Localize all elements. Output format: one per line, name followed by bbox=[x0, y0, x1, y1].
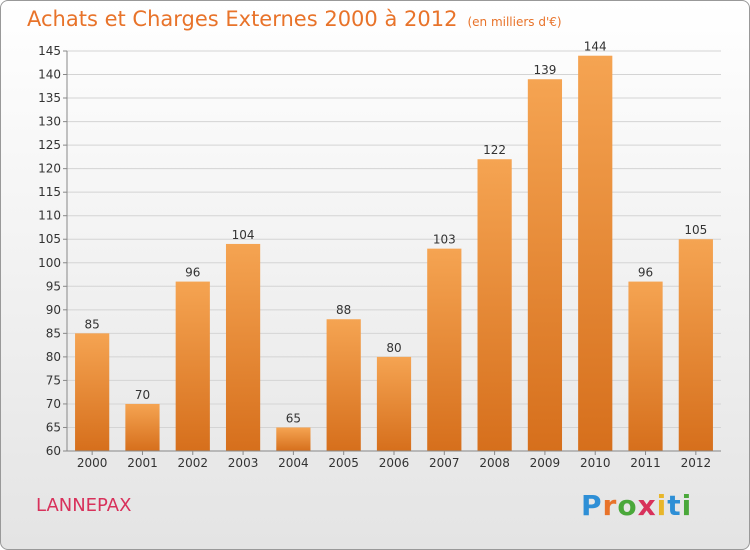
data-label: 139 bbox=[533, 63, 556, 77]
x-tick-label: 2012 bbox=[681, 456, 712, 470]
logo-letter: i bbox=[681, 489, 693, 522]
data-label: 122 bbox=[483, 143, 506, 157]
bar bbox=[678, 239, 713, 451]
logo-letter: t bbox=[667, 489, 682, 522]
y-tick-label: 105 bbox=[38, 232, 61, 246]
proxiti-logo[interactable]: Proxiti bbox=[581, 489, 692, 522]
x-tick-label: 2010 bbox=[580, 456, 611, 470]
chart-title-text: Achats et Charges Externes 2000 à 2012 bbox=[27, 7, 458, 31]
y-tick-label: 110 bbox=[38, 209, 61, 223]
data-label: 96 bbox=[638, 266, 653, 280]
y-tick-label: 130 bbox=[38, 115, 61, 129]
logo-letter: P bbox=[581, 489, 603, 522]
x-tick-label: 2008 bbox=[479, 456, 510, 470]
bar bbox=[578, 55, 613, 452]
data-label: 80 bbox=[386, 341, 401, 355]
y-tick-label: 95 bbox=[46, 279, 61, 293]
x-tick-label: 2009 bbox=[530, 456, 561, 470]
logo-letter: o bbox=[617, 489, 638, 522]
x-tick-label: 2004 bbox=[278, 456, 309, 470]
data-label: 96 bbox=[185, 266, 200, 280]
data-label: 104 bbox=[232, 228, 255, 242]
data-label: 144 bbox=[584, 40, 607, 54]
bar bbox=[326, 319, 361, 451]
x-tick-label: 2007 bbox=[429, 456, 460, 470]
y-tick-label: 70 bbox=[46, 397, 61, 411]
y-tick-label: 100 bbox=[38, 256, 61, 270]
logo-letter: i bbox=[656, 489, 668, 522]
bar bbox=[75, 333, 110, 451]
commune-name: LANNEPAX bbox=[36, 495, 132, 516]
x-tick-label: 2011 bbox=[630, 456, 661, 470]
bars: 85 70 96 104 65 88 80 103 122 139 144 96 105 bbox=[75, 40, 713, 452]
y-tick-label: 65 bbox=[46, 420, 61, 434]
bar bbox=[276, 427, 311, 451]
x-tick-label: 2006 bbox=[379, 456, 410, 470]
y-tick-label: 85 bbox=[46, 326, 61, 340]
chart-title: Achats et Charges Externes 2000 à 2012 (e… bbox=[27, 7, 562, 31]
data-label: 103 bbox=[433, 233, 456, 247]
bar bbox=[175, 281, 210, 451]
x-tick-label: 2001 bbox=[127, 456, 158, 470]
chart-unit: (en milliers d'€) bbox=[467, 15, 562, 29]
bar bbox=[628, 281, 663, 451]
data-label: 65 bbox=[286, 411, 301, 425]
logo-letter: x bbox=[637, 489, 657, 522]
logo-letter: r bbox=[602, 489, 618, 522]
y-tick-label: 115 bbox=[38, 185, 61, 199]
bar bbox=[427, 248, 462, 451]
data-label: 85 bbox=[85, 317, 100, 331]
bar bbox=[527, 79, 563, 451]
data-label: 88 bbox=[336, 303, 351, 317]
y-tick-label: 60 bbox=[46, 444, 61, 458]
y-tick-label: 120 bbox=[38, 162, 61, 176]
y-tick-label: 75 bbox=[46, 373, 61, 387]
y-tick-label: 135 bbox=[38, 91, 61, 105]
y-tick-label: 140 bbox=[38, 68, 61, 82]
x-tick-label: 2000 bbox=[77, 456, 108, 470]
y-tick-label: 80 bbox=[46, 350, 61, 364]
data-label: 105 bbox=[684, 223, 707, 237]
y-axis: 60 65 70 75 80 85 90 95 100 105 110 115 120 125 130 135… bbox=[38, 44, 68, 458]
x-axis: 2000 2001 2002 2003 2004 2005 2006 2007 2008 2009… bbox=[67, 450, 721, 470]
x-tick-label: 2005 bbox=[328, 456, 359, 470]
bar bbox=[125, 403, 160, 451]
x-tick-label: 2002 bbox=[177, 456, 208, 470]
y-tick-label: 145 bbox=[38, 44, 61, 58]
bar bbox=[225, 243, 261, 451]
data-label: 70 bbox=[135, 388, 150, 402]
y-tick-label: 90 bbox=[46, 303, 61, 317]
x-tick-label: 2003 bbox=[228, 456, 259, 470]
y-tick-label: 125 bbox=[38, 138, 61, 152]
bar bbox=[376, 356, 412, 451]
bar bbox=[477, 159, 512, 451]
